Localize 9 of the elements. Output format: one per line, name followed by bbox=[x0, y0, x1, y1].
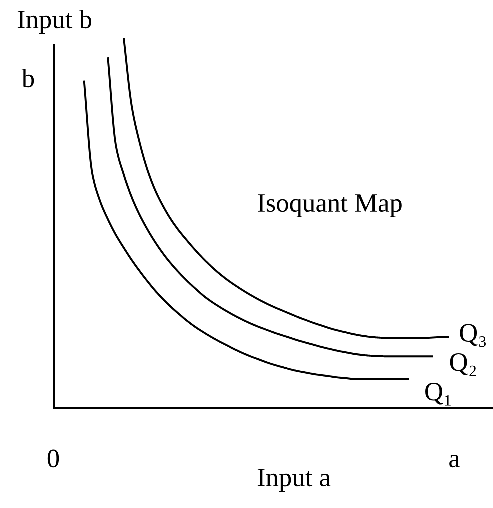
series-label: Q₁ bbox=[426, 383, 451, 406]
x-axis-title: Input a bbox=[258, 469, 331, 492]
text: a bbox=[450, 454, 460, 468]
y-axis-title: Input b bbox=[18, 10, 92, 34]
series-label: Q₂ bbox=[450, 353, 476, 376]
series-label: Q₃ bbox=[460, 324, 486, 348]
text: b bbox=[22, 69, 34, 88]
text: Isoquant Map bbox=[258, 194, 402, 218]
text: 0 bbox=[48, 450, 60, 468]
